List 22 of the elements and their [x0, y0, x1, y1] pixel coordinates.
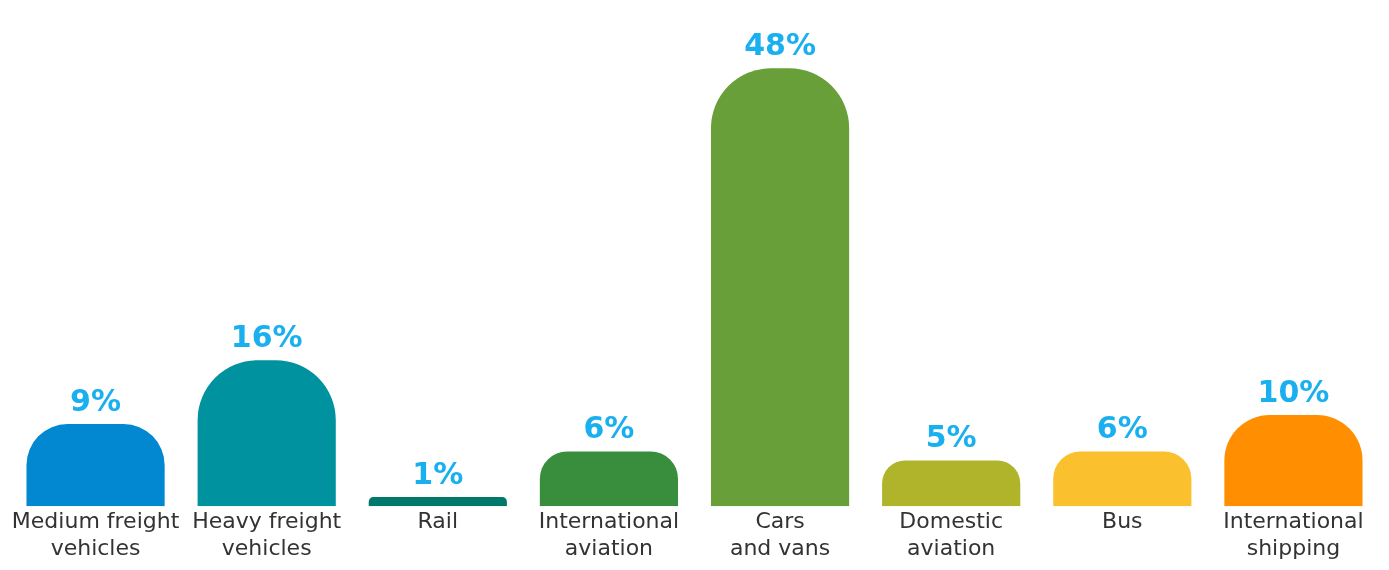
bar: [710, 68, 850, 507]
bar: [882, 460, 1021, 507]
data-label: 10%: [1257, 373, 1330, 409]
data-label: 48%: [744, 27, 816, 63]
x-tick-label: International aviation: [538, 508, 680, 560]
data-label: 5%: [925, 419, 977, 455]
data-label: 6%: [583, 410, 635, 446]
x-tick-label: Bus: [1102, 508, 1143, 534]
x-tick-label: Rail: [417, 508, 459, 534]
data-label: 9%: [70, 382, 122, 418]
bar: [368, 497, 507, 507]
data-label: 6%: [1096, 410, 1148, 446]
data-label: 1%: [412, 455, 464, 491]
x-tick-label: Heavy freight vehicles: [192, 508, 342, 560]
x-tick-label: Domestic aviation: [899, 508, 1004, 560]
bar: [539, 451, 679, 507]
x-tick-label: Medium freight vehicles: [11, 508, 180, 560]
bar: [26, 424, 165, 507]
x-tick-label: Cars and vans: [729, 508, 831, 560]
bar: [1053, 451, 1192, 507]
data-label: 16%: [230, 319, 303, 355]
x-tick-label: International shipping: [1223, 508, 1364, 560]
